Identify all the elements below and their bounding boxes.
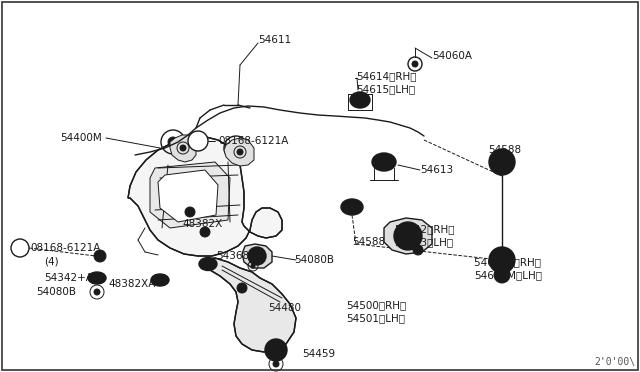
Text: N: N [17, 244, 24, 253]
Ellipse shape [350, 92, 370, 108]
Text: 54611: 54611 [258, 35, 291, 45]
Circle shape [237, 283, 247, 293]
Circle shape [494, 267, 510, 283]
Circle shape [413, 245, 423, 255]
Circle shape [273, 361, 279, 367]
Circle shape [11, 239, 29, 257]
Text: 48382XA: 48382XA [108, 279, 156, 289]
Polygon shape [242, 244, 272, 268]
Text: 54588: 54588 [488, 145, 521, 155]
Text: 54060A: 54060A [432, 51, 472, 61]
Circle shape [489, 247, 515, 273]
Circle shape [412, 61, 418, 67]
Circle shape [180, 145, 186, 151]
Ellipse shape [93, 276, 101, 280]
Polygon shape [150, 162, 230, 228]
Ellipse shape [156, 278, 164, 282]
Ellipse shape [88, 272, 106, 284]
Circle shape [237, 149, 243, 155]
Circle shape [496, 156, 508, 168]
Text: 54459: 54459 [302, 349, 335, 359]
Circle shape [94, 289, 100, 295]
Polygon shape [204, 258, 296, 352]
Circle shape [253, 252, 261, 260]
Circle shape [271, 345, 281, 355]
Polygon shape [384, 218, 432, 254]
Polygon shape [128, 137, 282, 256]
Text: 54080B: 54080B [294, 255, 334, 265]
Circle shape [394, 222, 422, 250]
Circle shape [231, 143, 241, 153]
Text: 54618M〈LH〉: 54618M〈LH〉 [474, 270, 542, 280]
Text: 08168-6121A: 08168-6121A [218, 136, 289, 146]
Text: 54501〈LH〉: 54501〈LH〉 [346, 313, 405, 323]
Ellipse shape [341, 199, 363, 215]
Ellipse shape [378, 157, 390, 167]
Circle shape [168, 137, 178, 147]
Ellipse shape [355, 96, 365, 103]
Text: 54615〈LH〉: 54615〈LH〉 [356, 84, 415, 94]
Text: 54080B: 54080B [36, 287, 76, 297]
Text: 08168-6121A: 08168-6121A [30, 243, 100, 253]
Ellipse shape [151, 274, 169, 286]
Text: 54342+A: 54342+A [44, 273, 93, 283]
Circle shape [251, 264, 255, 268]
Polygon shape [158, 170, 218, 222]
Text: 54342〈RH〉: 54342〈RH〉 [394, 224, 454, 234]
Ellipse shape [199, 257, 217, 270]
Text: 48382X: 48382X [182, 219, 222, 229]
Circle shape [402, 230, 414, 242]
Circle shape [265, 339, 287, 361]
Text: 54618  〈RH〉: 54618 〈RH〉 [474, 257, 541, 267]
Text: (4): (4) [44, 256, 59, 266]
Circle shape [489, 149, 515, 175]
Polygon shape [170, 135, 196, 162]
Polygon shape [224, 138, 254, 166]
Text: 54614〈RH〉: 54614〈RH〉 [356, 71, 417, 81]
Ellipse shape [204, 261, 212, 267]
Text: 54400M: 54400M [60, 133, 102, 143]
Text: N: N [195, 137, 202, 145]
Ellipse shape [348, 204, 356, 210]
Ellipse shape [372, 153, 396, 171]
Circle shape [496, 254, 508, 266]
Text: 2'0'00\: 2'0'00\ [594, 357, 635, 367]
Circle shape [188, 131, 208, 151]
Text: 54588: 54588 [352, 237, 385, 247]
Circle shape [94, 250, 106, 262]
Circle shape [248, 247, 266, 265]
Text: 54613: 54613 [420, 165, 453, 175]
Text: 54368M: 54368M [216, 251, 258, 261]
Circle shape [185, 207, 195, 217]
Text: 54343〈LH〉: 54343〈LH〉 [394, 237, 453, 247]
Text: 54500〈RH〉: 54500〈RH〉 [346, 300, 406, 310]
Circle shape [200, 227, 210, 237]
Text: 54480: 54480 [268, 303, 301, 313]
